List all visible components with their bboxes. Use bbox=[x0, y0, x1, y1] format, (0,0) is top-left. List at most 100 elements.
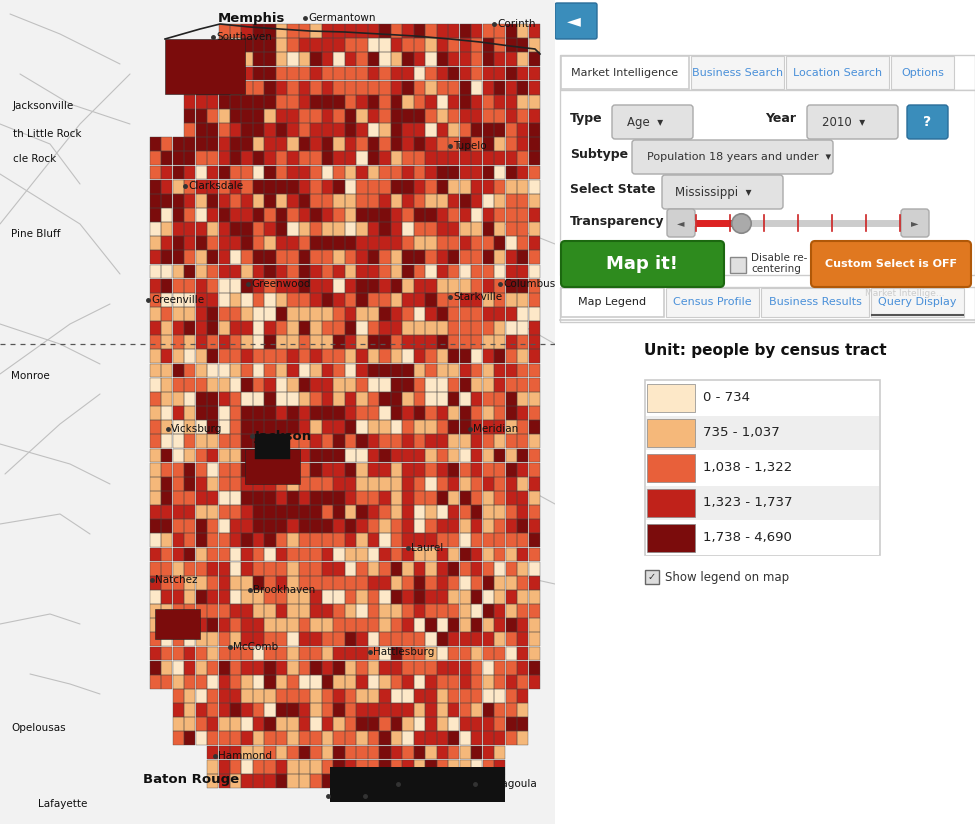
Bar bbox=[483, 194, 494, 208]
Bar bbox=[448, 647, 459, 660]
Bar bbox=[242, 24, 253, 38]
Bar bbox=[196, 363, 207, 377]
Bar bbox=[506, 279, 517, 293]
Bar bbox=[403, 363, 413, 377]
Bar bbox=[207, 307, 218, 321]
Bar bbox=[483, 293, 494, 307]
Text: Disable re-: Disable re- bbox=[751, 253, 807, 263]
Bar bbox=[379, 67, 391, 81]
Bar bbox=[276, 152, 288, 166]
Bar bbox=[345, 590, 356, 604]
Bar bbox=[471, 109, 483, 123]
Bar bbox=[460, 222, 471, 236]
Bar bbox=[264, 505, 276, 519]
Bar bbox=[149, 236, 161, 250]
Bar bbox=[322, 732, 333, 745]
Bar bbox=[322, 689, 333, 703]
Bar bbox=[161, 562, 173, 575]
Bar bbox=[448, 180, 459, 194]
Bar bbox=[264, 24, 276, 38]
Bar bbox=[276, 448, 288, 462]
Bar bbox=[196, 279, 207, 293]
Bar bbox=[333, 717, 344, 731]
Bar bbox=[322, 208, 333, 222]
Bar bbox=[437, 604, 448, 618]
Bar bbox=[368, 208, 379, 222]
Bar bbox=[288, 533, 298, 547]
Bar bbox=[379, 604, 391, 618]
Bar bbox=[333, 293, 344, 307]
Bar bbox=[506, 109, 517, 123]
Bar bbox=[207, 250, 218, 265]
Bar bbox=[218, 618, 230, 632]
Bar bbox=[356, 647, 368, 660]
Bar bbox=[218, 95, 230, 109]
Bar bbox=[391, 689, 402, 703]
Bar bbox=[264, 746, 276, 760]
Bar bbox=[299, 307, 310, 321]
Bar bbox=[288, 236, 298, 250]
Bar bbox=[471, 675, 483, 689]
Bar bbox=[310, 236, 322, 250]
Bar bbox=[184, 138, 195, 151]
Bar bbox=[242, 250, 253, 265]
Bar bbox=[471, 138, 483, 151]
Bar bbox=[288, 222, 298, 236]
Bar bbox=[403, 67, 413, 81]
Bar bbox=[173, 152, 184, 166]
Bar bbox=[730, 257, 746, 273]
Bar bbox=[425, 222, 437, 236]
Bar bbox=[207, 462, 218, 476]
Bar bbox=[161, 138, 173, 151]
Bar bbox=[242, 123, 253, 137]
Bar bbox=[413, 562, 425, 575]
Bar bbox=[517, 236, 528, 250]
Bar bbox=[333, 505, 344, 519]
Bar bbox=[437, 505, 448, 519]
Bar bbox=[403, 138, 413, 151]
Bar bbox=[276, 293, 288, 307]
Bar bbox=[494, 505, 505, 519]
Bar bbox=[356, 576, 368, 590]
Bar bbox=[471, 576, 483, 590]
Bar bbox=[494, 321, 505, 335]
Bar bbox=[448, 576, 459, 590]
Bar bbox=[506, 335, 517, 349]
Bar bbox=[333, 477, 344, 490]
Bar bbox=[264, 377, 276, 391]
Bar bbox=[333, 562, 344, 575]
Bar bbox=[322, 562, 333, 575]
Bar bbox=[322, 774, 333, 788]
Bar bbox=[253, 774, 264, 788]
Bar bbox=[253, 462, 264, 476]
Bar bbox=[242, 166, 253, 180]
Bar bbox=[517, 703, 528, 717]
Bar bbox=[264, 152, 276, 166]
Bar bbox=[196, 180, 207, 194]
Bar bbox=[528, 152, 540, 166]
Bar bbox=[173, 335, 184, 349]
Bar bbox=[310, 67, 322, 81]
Bar bbox=[379, 321, 391, 335]
Bar bbox=[460, 293, 471, 307]
Bar bbox=[356, 392, 368, 405]
Bar bbox=[242, 661, 253, 675]
Bar bbox=[483, 138, 494, 151]
Bar bbox=[276, 618, 288, 632]
Bar bbox=[483, 632, 494, 646]
Bar bbox=[184, 265, 195, 279]
Bar bbox=[276, 590, 288, 604]
Bar bbox=[506, 81, 517, 95]
Bar bbox=[253, 590, 264, 604]
Bar bbox=[460, 547, 471, 561]
Bar bbox=[379, 519, 391, 533]
Bar bbox=[345, 152, 356, 166]
Bar bbox=[161, 279, 173, 293]
Bar bbox=[471, 533, 483, 547]
Bar bbox=[333, 420, 344, 434]
Bar bbox=[299, 562, 310, 575]
Bar bbox=[483, 265, 494, 279]
Bar bbox=[448, 746, 459, 760]
Bar bbox=[356, 448, 368, 462]
Bar bbox=[253, 321, 264, 335]
